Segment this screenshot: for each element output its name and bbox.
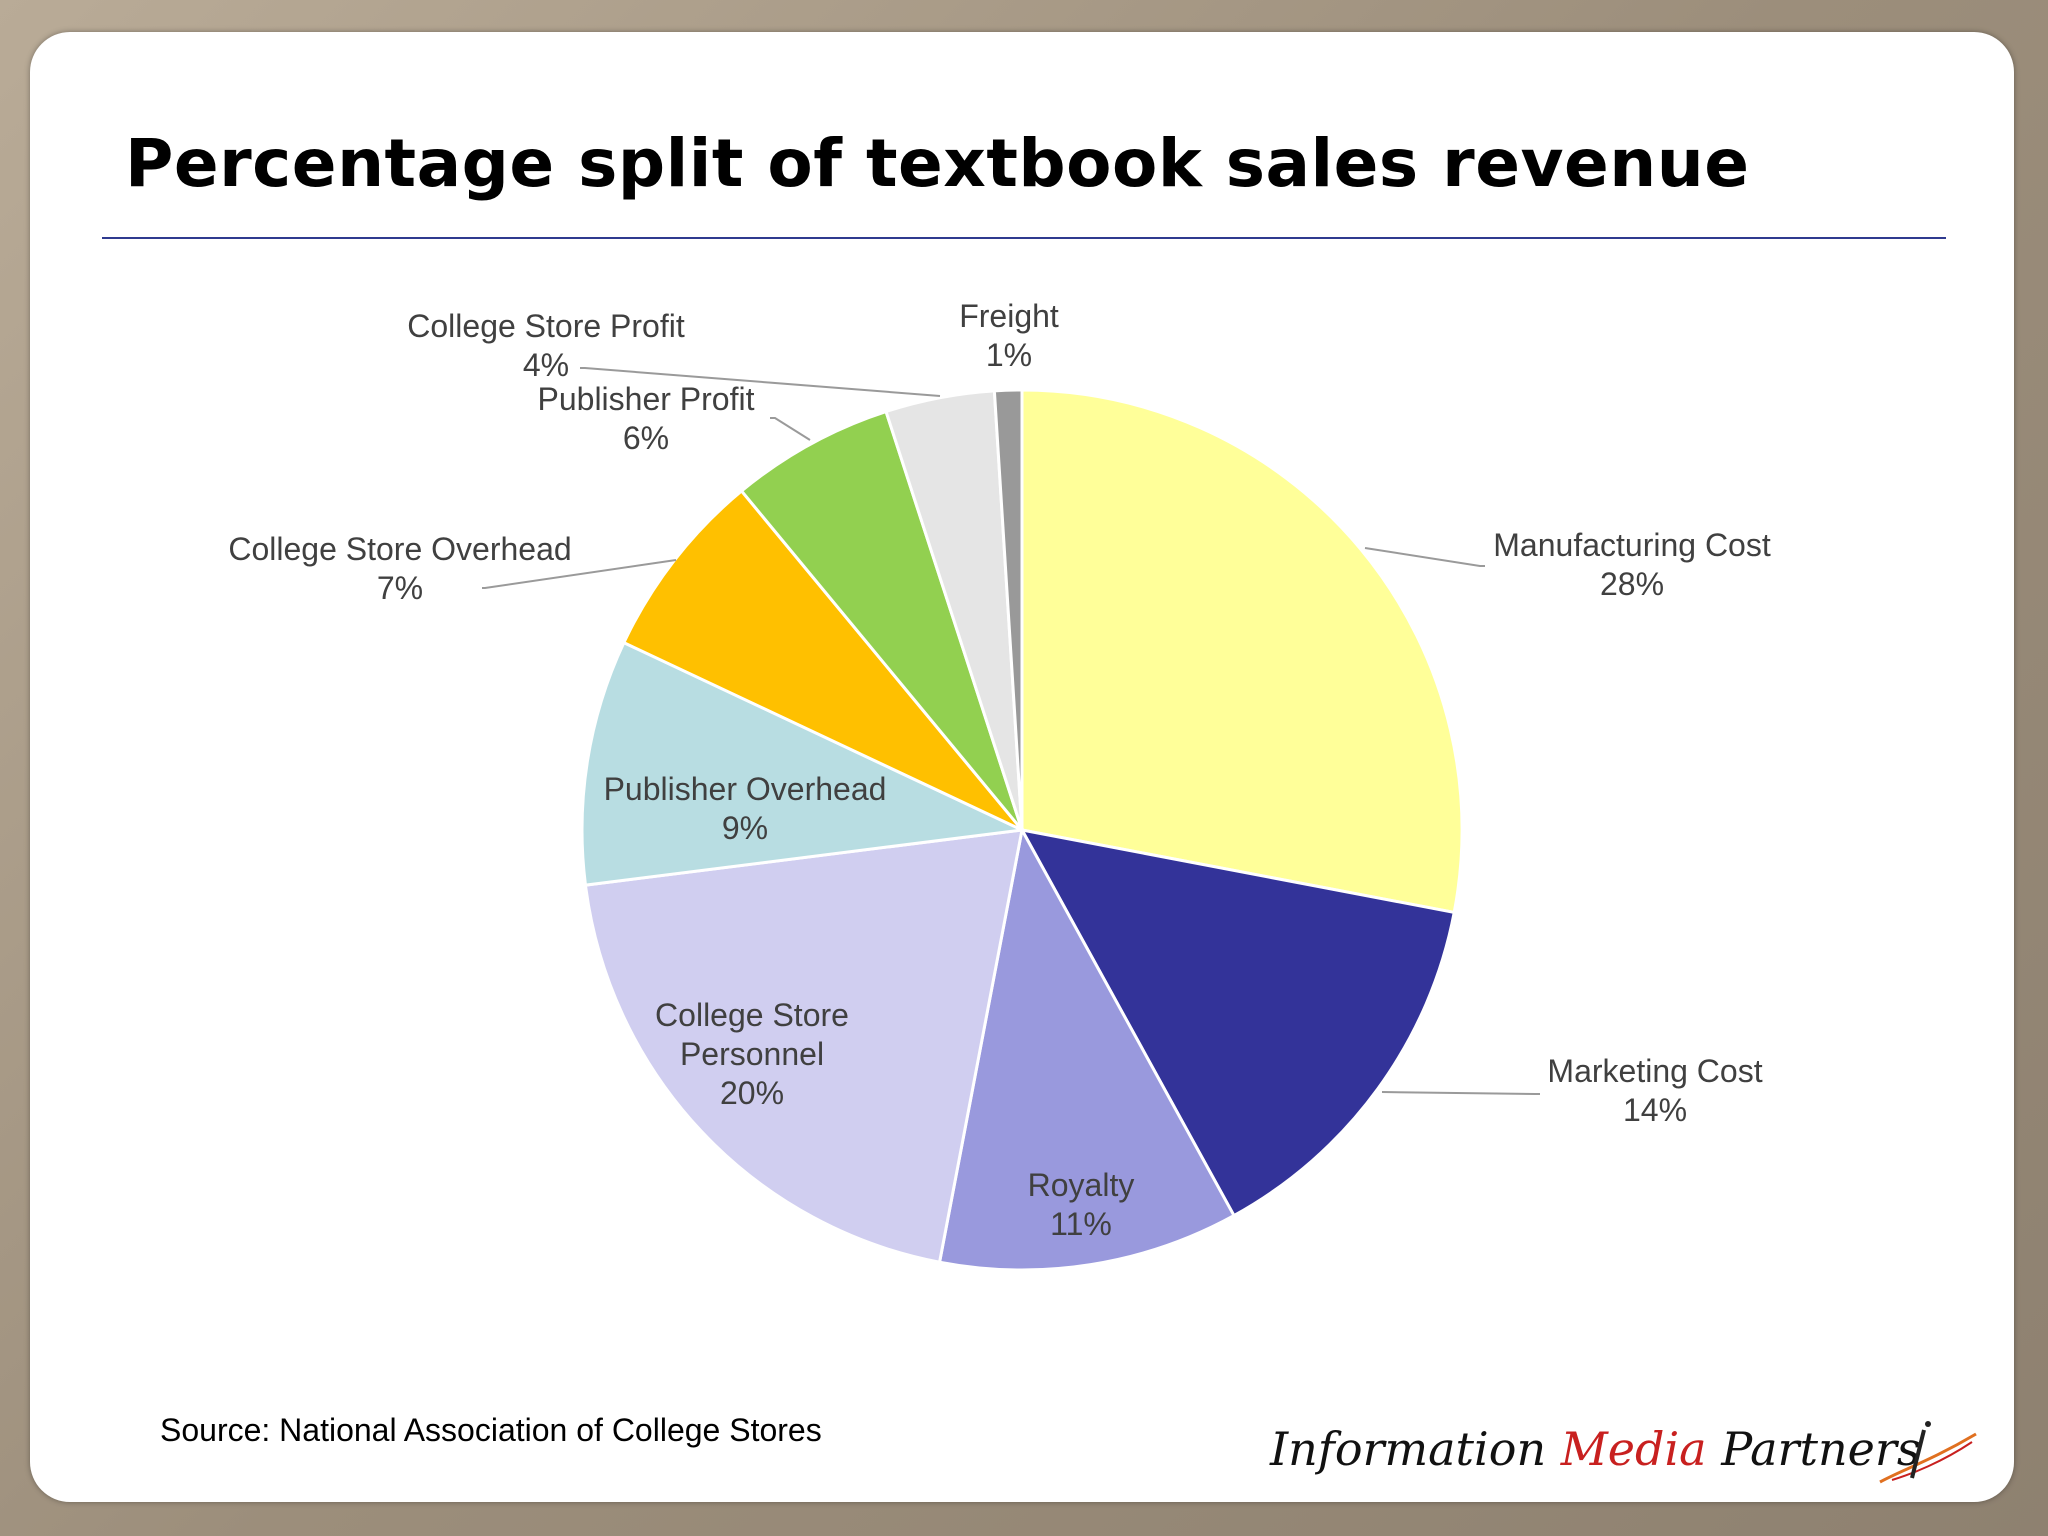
- pie-slice-college-store-personnel: [583, 828, 1024, 1264]
- brand-part-1: Information: [1270, 1422, 1561, 1476]
- slide-title: Percentage split of textbook sales reven…: [125, 125, 1750, 202]
- title-divider: [102, 237, 1946, 239]
- pie-slice-manufacturing-cost: [1020, 388, 1464, 915]
- leader-line-college-store-profit: [580, 367, 941, 397]
- brand-logo-icon: [1879, 1421, 1977, 1484]
- pie-slice-publisher-profit: [739, 409, 1024, 831]
- pie-slice-royalty: [937, 825, 1237, 1272]
- data-label-college-store-personnel: College Store Personnel 20%: [655, 997, 849, 1111]
- brand-logo-text: Information Media Partners: [1270, 1422, 1920, 1476]
- data-label-manufacturing-cost: Manufacturing Cost 28%: [1493, 527, 1771, 602]
- data-label-marketing-cost: Marketing Cost 14%: [1547, 1053, 1762, 1128]
- pie-slice-marketing-cost: [1019, 827, 1456, 1218]
- pie-slice-publisher-overhead: [580, 640, 1028, 887]
- leader-line-college-store-overhead: [482, 559, 677, 589]
- brand-part-2: Media: [1560, 1422, 1707, 1476]
- data-label-publisher-overhead: Publisher Overhead 9%: [604, 771, 887, 846]
- leader-line-marketing-cost: [1381, 1091, 1540, 1095]
- pie-slice-freight: [992, 388, 1024, 831]
- data-label-publisher-profit: Publisher Profit 6%: [538, 381, 755, 456]
- source-note: Source: National Association of College …: [160, 1412, 822, 1448]
- brand-part-3: Partners: [1706, 1422, 1921, 1476]
- data-label-college-store-overhead: College Store Overhead 7%: [228, 531, 571, 606]
- data-label-freight: Freight 1%: [959, 298, 1059, 373]
- data-label-royalty: Royalty 11%: [1028, 1167, 1135, 1242]
- data-label-college-store-profit: College Store Profit 4%: [407, 308, 685, 383]
- leader-line-manufacturing-cost: [1364, 547, 1485, 567]
- leader-line-publisher-profit: [770, 417, 811, 441]
